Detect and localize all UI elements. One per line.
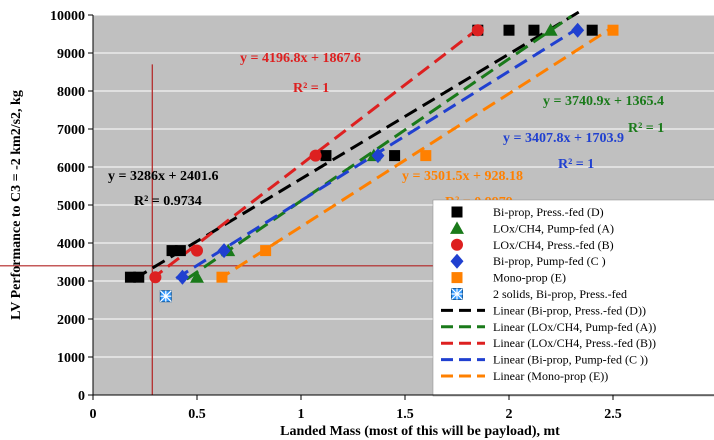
legend: Bi-prop, Press.-fed (D) LOx/CH4, Pump-fed… <box>432 199 714 397</box>
equation-d: y = 3286x + 2401.6 <box>108 169 218 184</box>
r2-b: R² = 1 <box>293 81 329 96</box>
legend-label: Bi-prop, Press.-fed (D) <box>493 205 604 219</box>
x-axis-title: Landed Mass (most of this will be payloa… <box>280 424 560 439</box>
equation-e: y = 3501.5x + 928.18 <box>402 169 523 184</box>
point-series-0 <box>389 150 401 162</box>
y-tick-label: 8000 <box>57 85 85 100</box>
point-series-0 <box>166 245 178 257</box>
legend-marker-2 <box>451 238 463 251</box>
legend-marker-4 <box>451 272 463 284</box>
legend-marker-3 <box>450 253 464 269</box>
y-tick-label: 7000 <box>57 123 85 138</box>
r2-d: R² = 0.9734 <box>134 194 202 209</box>
y-tick-label: 0 <box>78 389 85 404</box>
point-series-5 <box>159 290 172 303</box>
y-tick-label: 10000 <box>50 9 85 24</box>
x-tick-label: 2 <box>506 407 513 422</box>
legend-label: 2 solids, Bi-prop, Press.-fed <box>493 287 627 301</box>
point-series-1 <box>190 270 204 283</box>
point-series-0 <box>124 271 136 283</box>
x-tick-label: 2.5 <box>604 407 622 422</box>
point-series-3 <box>371 148 385 164</box>
legend-box <box>432 199 714 397</box>
legend-label: LOx/CH4, Pump-fed (A) <box>493 221 614 235</box>
equation-b: y = 4196.8x + 1867.6 <box>240 51 361 66</box>
y-tick-label: 3000 <box>57 275 85 290</box>
point-series-0 <box>174 245 186 257</box>
y-tick-label: 6000 <box>57 161 85 176</box>
point-series-0 <box>528 24 540 36</box>
y-tick-label: 2000 <box>57 313 85 328</box>
point-series-0 <box>503 24 515 36</box>
legend-marker-1 <box>450 221 464 234</box>
legend-label: Linear (Bi-prop, Press.-fed (D)) <box>493 303 646 317</box>
x-tick-label: 0 <box>90 407 97 422</box>
legend-label: Bi-prop, Pump-fed (C ) <box>493 254 606 268</box>
point-series-3 <box>571 22 585 38</box>
point-series-1 <box>543 23 558 36</box>
point-series-2 <box>191 244 203 257</box>
point-series-0 <box>320 150 332 162</box>
trendline-2 <box>150 27 479 281</box>
y-axis-title: LV Performance to C3 = -2 km2/s2, kg <box>9 90 24 320</box>
legend-marker-5 <box>451 288 463 300</box>
x-tick-label: 0.5 <box>188 407 206 422</box>
legend-label: Linear (Mono-prop (E)) <box>493 369 608 383</box>
legend-label: LOx/CH4, Press.-fed (B) <box>493 238 614 252</box>
reference-lines <box>0 64 435 395</box>
legend-label: Linear (LOx/CH4, Pump-fed (A)) <box>493 320 656 334</box>
x-tick-labels: 00.511.522.53 <box>90 395 714 422</box>
point-series-4 <box>420 150 432 162</box>
equation-c: y = 3407.8x + 1703.9 <box>503 131 624 146</box>
legend-label: Mono-prop (E) <box>493 271 566 285</box>
y-tick-label: 9000 <box>57 47 85 62</box>
point-series-4 <box>260 245 272 257</box>
x-tick-label: 1.5 <box>396 407 414 422</box>
y-tick-label: 1000 <box>57 351 85 366</box>
trendline-4 <box>216 25 614 282</box>
point-series-2 <box>309 149 322 162</box>
point-series-0 <box>133 271 145 283</box>
trendline-equations: y = 4196.8x + 1867.6 R² = 1 y = 3740.9x … <box>108 51 664 210</box>
y-tick-labels: 0 1000 2000 3000 4000 5000 6000 7000 8000 9000 100… <box>50 9 93 404</box>
point-series-4 <box>607 24 619 36</box>
point-series-4 <box>216 271 228 283</box>
point-series-0 <box>586 24 598 36</box>
point-series-3 <box>217 243 231 259</box>
point-series-3 <box>175 269 189 285</box>
data-points <box>124 22 619 303</box>
legend-marker-0 <box>451 206 463 218</box>
r2-c: R² = 1 <box>558 157 594 172</box>
y-tick-label: 4000 <box>57 237 85 252</box>
point-series-2 <box>149 271 162 284</box>
r2-a: R² = 1 <box>628 121 664 136</box>
x-tick-label: 1 <box>298 407 305 422</box>
trendline-1 <box>185 14 573 281</box>
y-tick-label: 5000 <box>57 199 85 214</box>
legend-label: Linear (Bi-prop, Pump-fed (C )) <box>493 353 648 367</box>
point-series-2 <box>471 24 484 37</box>
equation-a: y = 3740.9x + 1365.4 <box>543 94 664 109</box>
legend-label: Linear (LOx/CH4, Press.-fed (B)) <box>493 336 656 350</box>
